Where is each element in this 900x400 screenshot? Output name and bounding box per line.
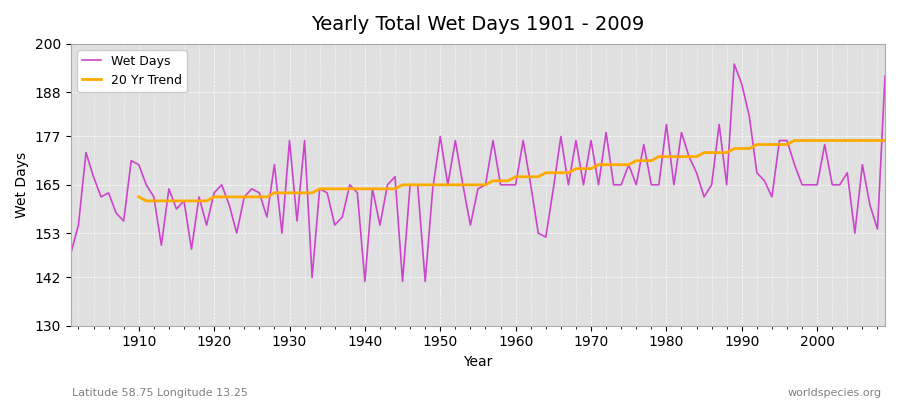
20 Yr Trend <box>133 194 144 199</box>
Wet Days <box>66 251 77 256</box>
Legend: Wet Days, 20 Yr Trend: Wet Days, 20 Yr Trend <box>77 50 187 92</box>
Y-axis label: Wet Days: Wet Days <box>15 152 29 218</box>
20 Yr Trend <box>879 138 890 143</box>
20 Yr Trend <box>789 138 800 143</box>
Wet Days <box>518 138 528 143</box>
20 Yr Trend <box>314 186 325 191</box>
Wet Days <box>608 182 619 187</box>
Text: Latitude 58.75 Longitude 13.25: Latitude 58.75 Longitude 13.25 <box>72 388 248 398</box>
Wet Days <box>879 74 890 78</box>
Title: Yearly Total Wet Days 1901 - 2009: Yearly Total Wet Days 1901 - 2009 <box>311 15 644 34</box>
Wet Days <box>359 279 370 284</box>
20 Yr Trend <box>857 138 868 143</box>
Wet Days <box>292 219 302 224</box>
Wet Days <box>126 158 137 163</box>
Line: 20 Yr Trend: 20 Yr Trend <box>139 140 885 201</box>
20 Yr Trend <box>526 174 536 179</box>
Line: Wet Days: Wet Days <box>71 64 885 282</box>
Wet Days <box>337 215 347 220</box>
20 Yr Trend <box>834 138 845 143</box>
X-axis label: Year: Year <box>464 355 492 369</box>
Text: worldspecies.org: worldspecies.org <box>788 388 882 398</box>
20 Yr Trend <box>141 198 152 203</box>
Wet Days <box>510 182 521 187</box>
Wet Days <box>729 62 740 66</box>
20 Yr Trend <box>284 190 295 195</box>
20 Yr Trend <box>586 166 597 171</box>
